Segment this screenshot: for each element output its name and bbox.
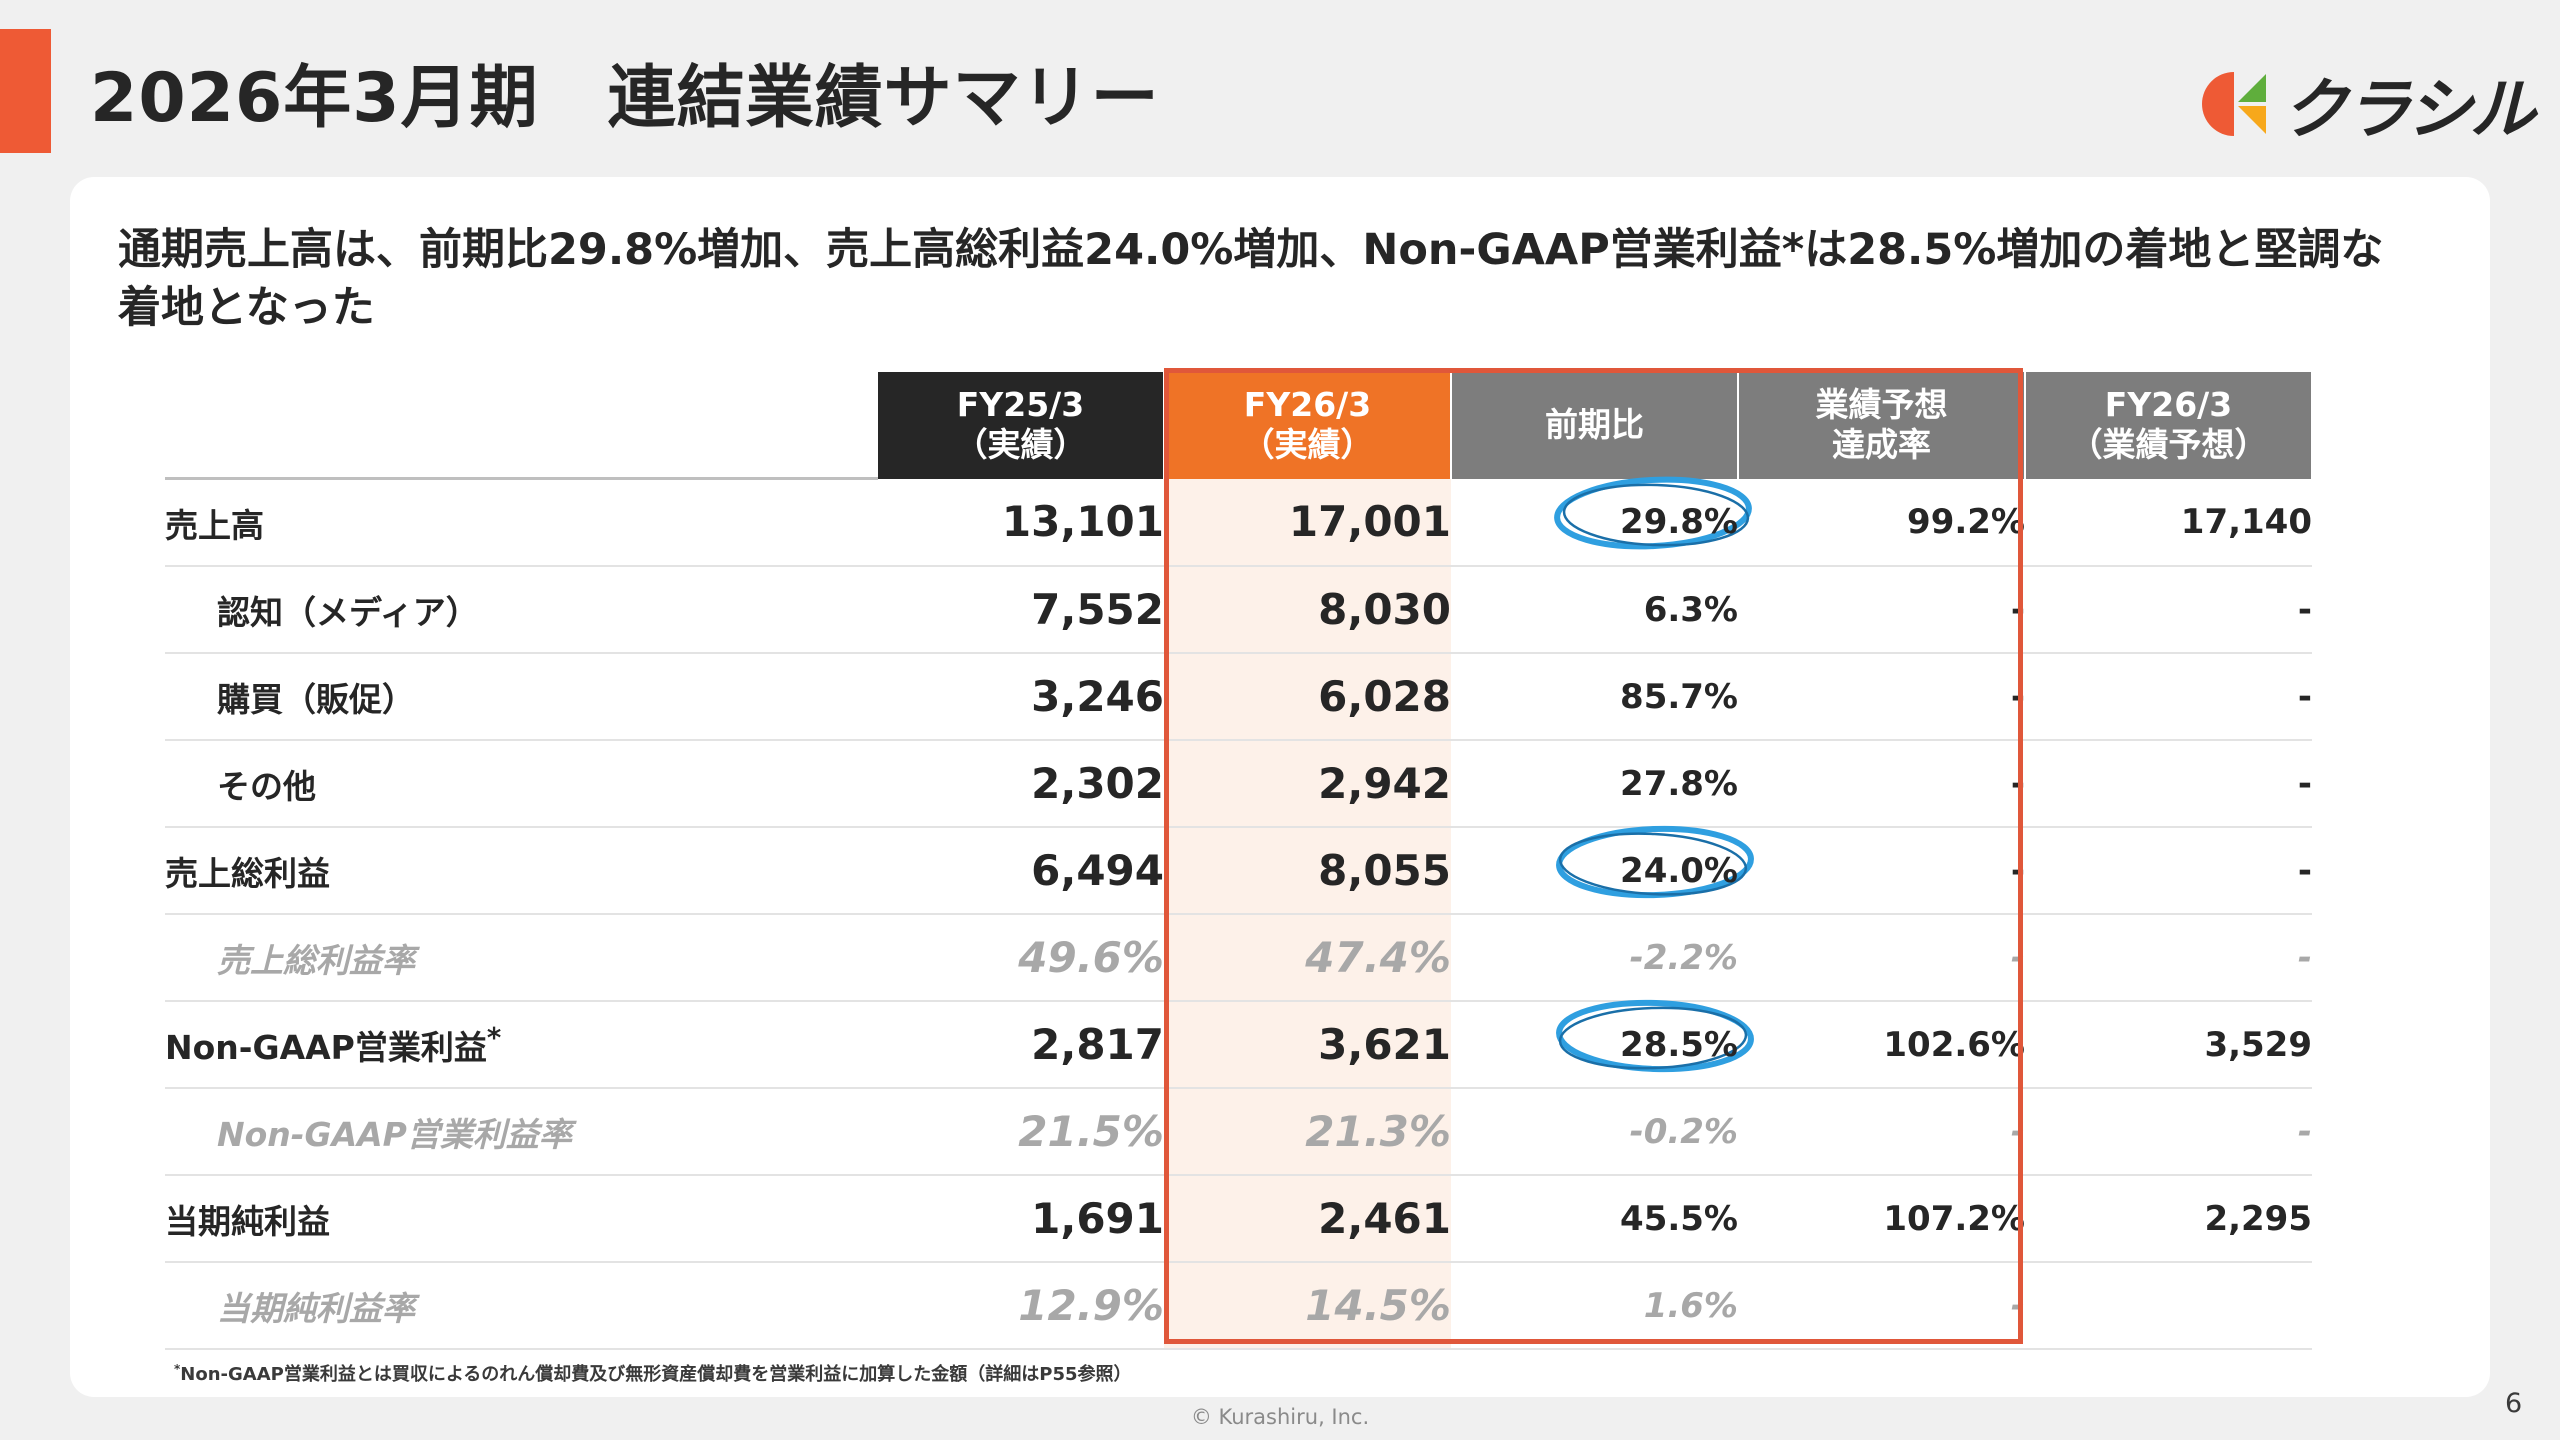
cell-fy25: 12.9% xyxy=(877,1262,1164,1350)
cell-achievement: - xyxy=(1738,827,2025,915)
cell-fy25: 1,691 xyxy=(877,1175,1164,1263)
circle-icon xyxy=(1556,999,1754,1072)
table-row: 当期純利益 1,691 2,461 45.5% 107.2% 2,295 xyxy=(165,1175,2312,1263)
logo-wordmark: クラシル xyxy=(2282,71,2536,148)
table-row: 売上高 13,101 17,001 29.8% 99.2% 17,140 xyxy=(165,476,2312,567)
row-label: その他 xyxy=(165,740,877,828)
cell-forecast: - xyxy=(2025,740,2312,828)
cell-fy26: 17,001 xyxy=(1164,478,1451,567)
table-row: Non-GAAP営業利益* 2,817 3,621 28.5% 102.6% 3… xyxy=(165,999,2312,1089)
cell-fy25: 49.6% xyxy=(877,914,1164,1002)
cell-yoy: 6.3% xyxy=(1451,566,1738,654)
cell-achievement: - xyxy=(1738,566,2025,654)
cell-fy26: 21.3% xyxy=(1164,1088,1451,1176)
cell-fy25: 2,817 xyxy=(877,1001,1164,1089)
highlight-circle: 28.5% xyxy=(1556,999,1754,1072)
title-accent-bar xyxy=(0,29,51,153)
content-card: 通期売上高は、前期比29.8%増加、売上高総利益24.0%増加、Non-GAAP… xyxy=(70,177,2490,1397)
cell-yoy: -2.2% xyxy=(1451,914,1738,1002)
cell-forecast: 17,140 xyxy=(2025,478,2312,567)
cell-yoy: 45.5% xyxy=(1451,1175,1738,1263)
row-label: 認知（メディア） xyxy=(165,566,877,654)
table-row: その他 2,302 2,942 27.8% - - xyxy=(165,740,2312,828)
cell-forecast: - xyxy=(2025,653,2312,741)
table-row: 売上総利益 6,494 8,055 24.0% - - xyxy=(165,825,2312,915)
table-row: 購買（販促） 3,246 6,028 85.7% - - xyxy=(165,653,2312,741)
cell-forecast: - xyxy=(2025,1088,2312,1176)
page-number: 6 xyxy=(2505,1388,2523,1419)
circle-icon xyxy=(1554,476,1752,550)
cell-forecast: - xyxy=(2025,914,2312,1002)
company-logo: クラシル xyxy=(2200,56,2536,152)
page-title: 2026年3月期 連結業績サマリー xyxy=(90,59,1160,138)
table-row: 売上総利益率 49.6% 47.4% -2.2% - - xyxy=(165,914,2312,1002)
cell-yoy: -0.2% xyxy=(1451,1088,1738,1176)
cell-fy25: 21.5% xyxy=(877,1088,1164,1176)
cell-fy25: 2,302 xyxy=(877,740,1164,828)
header-fy26-actual: FY26/3 （実績） xyxy=(1164,372,1452,479)
table-header-row: （百万円） FY25/3 （実績） FY26/3 （実績） 前期比 業績予想 達成率 … xyxy=(165,372,2313,480)
row-label: 売上総利益率 xyxy=(165,914,877,1002)
cell-fy25: 6,494 xyxy=(877,827,1164,915)
cell-fy26: 2,942 xyxy=(1164,740,1451,828)
footnote: *Non-GAAP営業利益とは買収によるのれん償却費及び無形資産償却費を営業利益… xyxy=(174,1362,1132,1385)
header-yoy: 前期比 xyxy=(1451,372,1739,479)
cell-yoy: 24.0% xyxy=(1451,825,1754,915)
unit-label: （百万円） xyxy=(165,372,878,480)
cell-fy25: 3,246 xyxy=(877,653,1164,741)
cell-achievement: 102.6% xyxy=(1738,1001,2025,1089)
cell-achievement: - xyxy=(1738,1088,2025,1176)
header-fy25-actual: FY25/3 （実績） xyxy=(877,372,1165,479)
results-summary-table: （百万円） FY25/3 （実績） FY26/3 （実績） 前期比 業績予想 達成率 … xyxy=(165,372,2313,1350)
cell-fy25: 13,101 xyxy=(877,478,1164,567)
cell-yoy: 27.8% xyxy=(1451,740,1738,828)
cell-achievement: - xyxy=(1738,653,2025,741)
copyright: © Kurashiru, Inc. xyxy=(1190,1405,1370,1429)
cell-fy26: 47.4% xyxy=(1164,914,1451,1002)
row-label: 売上総利益 xyxy=(165,827,877,915)
highlight-circle: 24.0% xyxy=(1556,825,1754,898)
circle-icon xyxy=(1556,825,1754,898)
row-label: 購買（販促） xyxy=(165,653,877,741)
highlight-circle: 29.8% xyxy=(1554,476,1752,550)
header-achievement-rate: 業績予想 達成率 xyxy=(1738,372,2026,479)
cell-yoy: 28.5% xyxy=(1451,999,1754,1089)
cell-yoy: 29.8% xyxy=(1451,476,1752,567)
header-fy26-forecast: FY26/3 （業績予想） xyxy=(2025,372,2313,479)
cell-forecast: - xyxy=(2025,827,2312,915)
cell-forecast: 3,529 xyxy=(2025,1001,2312,1089)
cell-fy26: 14.5% xyxy=(1164,1262,1451,1350)
row-label: 当期純利益率 xyxy=(165,1262,877,1350)
table-row: 当期純利益率 12.9% 14.5% 1.6% - xyxy=(165,1262,2312,1350)
cell-fy26: 6,028 xyxy=(1164,653,1451,741)
table-row: 認知（メディア） 7,552 8,030 6.3% - - xyxy=(165,566,2312,654)
cell-fy26: 8,030 xyxy=(1164,566,1451,654)
cell-yoy: 85.7% xyxy=(1451,653,1738,741)
cell-yoy: 1.6% xyxy=(1451,1262,1738,1350)
cell-achievement: 99.2% xyxy=(1738,478,2025,567)
cell-fy26: 3,621 xyxy=(1164,1001,1451,1089)
cell-achievement: - xyxy=(1738,914,2025,1002)
row-label: 当期純利益 xyxy=(165,1175,877,1263)
row-label: Non-GAAP営業利益* xyxy=(165,1001,877,1089)
cell-achievement: - xyxy=(1738,740,2025,828)
cell-achievement: - xyxy=(1738,1262,2025,1350)
headline: 通期売上高は、前期比29.8%増加、売上高総利益24.0%増加、Non-GAAP… xyxy=(118,225,2384,333)
row-label: 売上高 xyxy=(165,478,877,567)
cell-forecast: - xyxy=(2025,566,2312,654)
row-label: Non-GAAP営業利益率 xyxy=(165,1088,877,1176)
cell-fy26: 2,461 xyxy=(1164,1175,1451,1263)
cell-achievement: 107.2% xyxy=(1738,1175,2025,1263)
table-row: Non-GAAP営業利益率 21.5% 21.3% -0.2% - - xyxy=(165,1088,2312,1176)
cell-forecast xyxy=(2025,1262,2312,1350)
cell-forecast: 2,295 xyxy=(2025,1175,2312,1263)
cell-fy25: 7,552 xyxy=(877,566,1164,654)
kurashiru-logo-mark-icon xyxy=(2202,72,2266,136)
cell-fy26: 8,055 xyxy=(1164,827,1451,915)
